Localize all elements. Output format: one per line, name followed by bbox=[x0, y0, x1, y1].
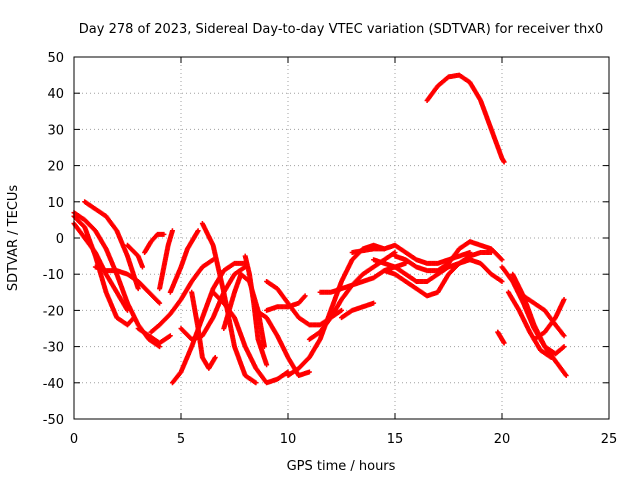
data-point bbox=[139, 264, 145, 270]
data-point bbox=[169, 228, 175, 234]
data-point bbox=[306, 369, 312, 375]
data-point bbox=[167, 333, 173, 339]
y-tick-label: -50 bbox=[43, 413, 64, 428]
chart-title: Day 278 of 2023, Sidereal Day-to-day VTE… bbox=[79, 22, 603, 37]
x-tick-label: 20 bbox=[494, 432, 511, 447]
data-point bbox=[499, 278, 505, 284]
y-axis-label: SDTVAR / TECUs bbox=[6, 185, 21, 292]
data-point bbox=[195, 228, 201, 234]
y-axis-ticks: -50 -40 -30 -20 -10 0 10 20 30 40 50 bbox=[43, 51, 609, 428]
series-sat-x bbox=[339, 300, 377, 321]
data-point bbox=[563, 373, 569, 379]
series-sat-ai bbox=[520, 293, 567, 339]
series-sat-y bbox=[317, 260, 409, 295]
series-sat-m bbox=[167, 228, 201, 295]
y-tick-label: -20 bbox=[43, 304, 64, 319]
series-sat-h bbox=[135, 326, 173, 346]
series-sat-ae bbox=[495, 329, 507, 346]
x-axis-label: GPS time / hours bbox=[287, 459, 396, 474]
series-sat-a bbox=[71, 210, 163, 350]
series-sat-p bbox=[210, 289, 291, 386]
series-sat-d bbox=[71, 213, 137, 328]
series-sat-ad bbox=[424, 72, 507, 165]
series-sat-e bbox=[92, 264, 163, 306]
data-point bbox=[264, 362, 270, 368]
series-sat-ab bbox=[381, 257, 505, 299]
y-tick-label: 10 bbox=[47, 196, 64, 211]
series-sat-l bbox=[178, 264, 248, 342]
x-tick-label: 25 bbox=[601, 432, 618, 447]
series-sat-r bbox=[242, 253, 270, 368]
y-tick-label: -10 bbox=[43, 268, 64, 283]
series-sat-f bbox=[125, 242, 145, 270]
y-tick-label: -30 bbox=[43, 341, 64, 356]
series-sat-n bbox=[189, 289, 218, 371]
series-sat-z bbox=[349, 242, 473, 266]
data-point bbox=[212, 354, 218, 360]
data-point bbox=[501, 159, 507, 165]
data-point bbox=[371, 300, 377, 306]
series-sat-af bbox=[499, 264, 569, 379]
x-tick-label: 15 bbox=[387, 432, 404, 447]
data-point bbox=[561, 297, 567, 303]
x-tick-label: 5 bbox=[177, 432, 185, 447]
series-sat-g bbox=[142, 231, 167, 255]
data-point bbox=[131, 315, 137, 321]
y-tick-label: 50 bbox=[47, 51, 64, 66]
series-sat-ag bbox=[510, 271, 567, 357]
x-tick-label: 10 bbox=[280, 432, 297, 447]
series-sat-i bbox=[148, 257, 216, 335]
series-sat-aj bbox=[531, 297, 567, 342]
data-point bbox=[339, 307, 344, 313]
data-point bbox=[561, 344, 567, 350]
data-point bbox=[253, 380, 259, 386]
data-point bbox=[125, 307, 130, 313]
data-point bbox=[548, 354, 554, 360]
data-point bbox=[161, 231, 167, 237]
series-sat-j bbox=[157, 228, 175, 292]
series-sat-ac bbox=[392, 239, 505, 274]
y-tick-label: 40 bbox=[47, 87, 64, 102]
series-sat-s bbox=[253, 307, 312, 379]
x-axis-ticks: 0 5 10 15 20 25 bbox=[70, 57, 617, 447]
y-tick-label: 20 bbox=[47, 160, 64, 175]
grid-lines bbox=[74, 57, 609, 419]
series-sat-ah bbox=[505, 289, 554, 360]
data-point bbox=[302, 293, 308, 299]
y-tick-label: -40 bbox=[43, 377, 64, 392]
series-sat-o bbox=[199, 221, 259, 386]
x-tick-label: 0 bbox=[70, 432, 78, 447]
y-tick-label: 30 bbox=[47, 123, 64, 138]
data-point bbox=[501, 340, 507, 346]
data-points bbox=[71, 72, 569, 386]
y-tick-label: 0 bbox=[56, 232, 64, 247]
data-point bbox=[561, 333, 567, 339]
data-point bbox=[157, 300, 163, 306]
data-point bbox=[499, 257, 505, 263]
data-point bbox=[135, 286, 141, 292]
